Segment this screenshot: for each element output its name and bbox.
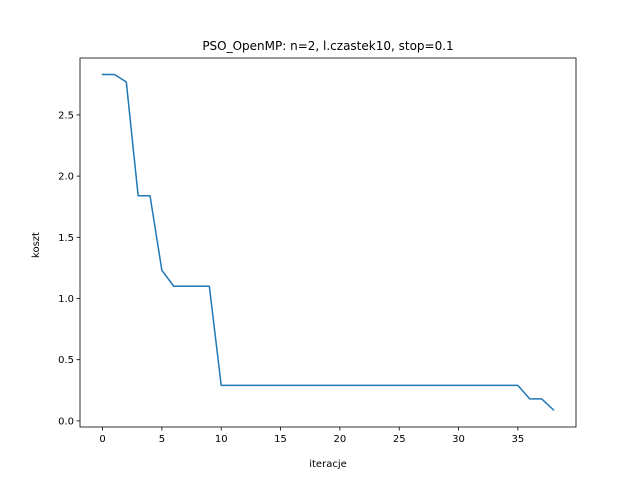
cost-series-line [101,73,555,411]
x-tick-label: 5 [159,434,165,445]
x-tick-label: 35 [511,434,524,445]
y-tick-label: 1.5 [58,233,74,244]
x-tick-label: 15 [274,434,287,445]
y-tick-label: 1.0 [58,294,74,305]
y-axis-label: koszt [31,232,42,258]
series-layer [101,73,555,411]
x-tick-label: 30 [452,434,465,445]
y-tick-label: 0.5 [58,355,74,366]
x-tick-label: 20 [333,434,346,445]
y-tick-label: 0.0 [58,416,74,427]
chart-title: PSO_OpenMP: n=2, l.czastek10, stop=0.1 [202,39,453,53]
x-tick-label: 10 [215,434,228,445]
y-tick-label: 2.5 [58,110,74,121]
plot-frame [79,57,577,428]
x-axis-ticks: 0 5 10 15 20 25 30 35 [99,427,524,445]
x-tick-label: 25 [393,434,406,445]
y-axis-ticks: 0.0 0.5 1.0 1.5 2.0 2.5 [58,110,80,427]
y-tick-label: 2.0 [58,172,74,183]
x-tick-label: 0 [99,434,105,445]
x-axis-label: iteracje [309,459,347,470]
